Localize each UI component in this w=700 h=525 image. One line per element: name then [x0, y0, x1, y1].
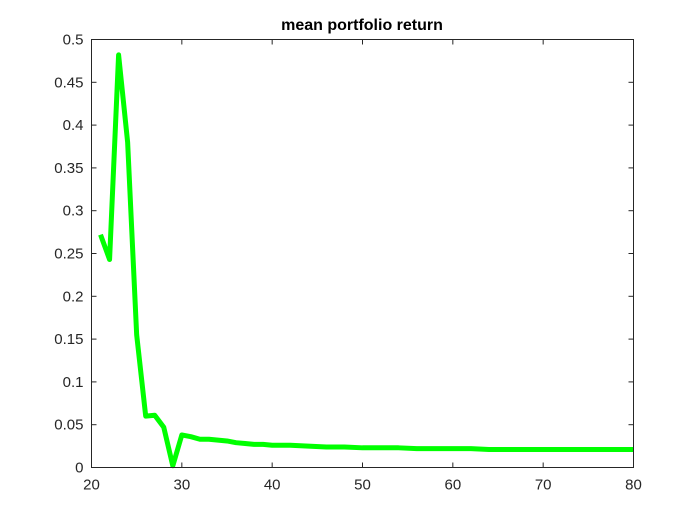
- x-tick-label: 20: [83, 477, 100, 494]
- y-tick-label: 0: [75, 460, 83, 477]
- x-tick-label: 60: [444, 477, 461, 494]
- series-line: [98, 52, 634, 469]
- y-tick-label: 0.2: [63, 288, 84, 305]
- y-tick-label: 0.5: [63, 32, 84, 49]
- y-tick-label: 0.3: [63, 203, 84, 220]
- x-tick-label: 50: [354, 477, 371, 494]
- axis-ticks: 20 30 40 50 60 70 80 0 0.05 0.1 0.15 0.2 0.25 0.3 0.35…: [54, 32, 642, 494]
- series-layer: [98, 52, 634, 469]
- y-tick-label: 0.25: [54, 246, 83, 263]
- x-tick-label: 70: [535, 477, 552, 494]
- x-tick-label: 30: [173, 477, 190, 494]
- y-tick-label: 0.45: [54, 74, 83, 91]
- y-tick-label: 0.05: [54, 417, 83, 434]
- y-tick-label: 0.1: [63, 374, 84, 391]
- y-tick-label: 0.35: [54, 160, 83, 177]
- y-tick-label: 0.15: [54, 331, 83, 348]
- chart-title: mean portfolio return: [281, 17, 443, 34]
- y-tick-label: 0.4: [63, 117, 84, 134]
- x-tick-label: 40: [264, 477, 281, 494]
- plot-area: [91, 39, 634, 468]
- x-tick-label: 80: [625, 477, 642, 494]
